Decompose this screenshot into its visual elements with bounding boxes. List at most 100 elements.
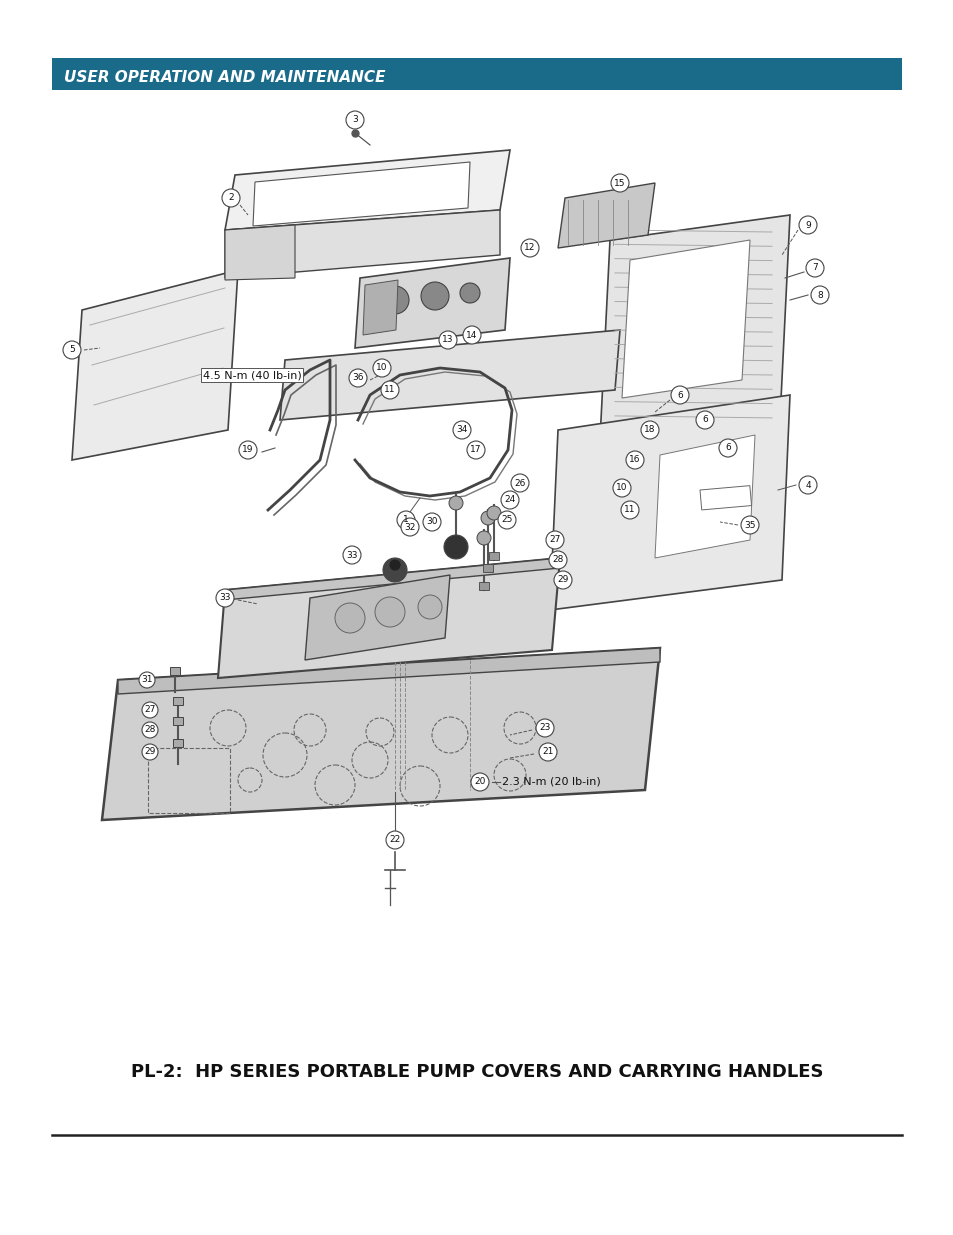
Polygon shape bbox=[305, 576, 450, 659]
Text: 34: 34 bbox=[456, 426, 467, 435]
Circle shape bbox=[462, 326, 480, 345]
Text: USER OPERATION AND MAINTENANCE: USER OPERATION AND MAINTENANCE bbox=[64, 70, 385, 85]
Circle shape bbox=[222, 189, 240, 207]
Text: 21: 21 bbox=[541, 747, 553, 757]
Circle shape bbox=[511, 474, 529, 492]
Circle shape bbox=[453, 421, 471, 438]
Text: 36: 36 bbox=[352, 373, 363, 383]
Text: 13: 13 bbox=[442, 336, 454, 345]
Circle shape bbox=[422, 513, 440, 531]
Polygon shape bbox=[102, 648, 659, 820]
Text: PL-2:  HP SERIES PORTABLE PUMP COVERS AND CARRYING HANDLES: PL-2: HP SERIES PORTABLE PUMP COVERS AND… bbox=[131, 1063, 822, 1081]
Polygon shape bbox=[225, 210, 499, 278]
Polygon shape bbox=[655, 435, 754, 558]
Text: 6: 6 bbox=[724, 443, 730, 452]
Circle shape bbox=[613, 479, 630, 496]
Text: 15: 15 bbox=[614, 179, 625, 188]
Text: 28: 28 bbox=[144, 725, 155, 735]
Circle shape bbox=[400, 517, 418, 536]
Polygon shape bbox=[218, 558, 559, 678]
Circle shape bbox=[443, 535, 468, 559]
Bar bbox=[172, 697, 183, 705]
Text: 30: 30 bbox=[426, 517, 437, 526]
Text: 24: 24 bbox=[504, 495, 515, 505]
Text: 18: 18 bbox=[643, 426, 655, 435]
Circle shape bbox=[520, 240, 538, 257]
Text: 29: 29 bbox=[557, 576, 568, 584]
Circle shape bbox=[349, 369, 367, 387]
Text: 17: 17 bbox=[470, 446, 481, 454]
Circle shape bbox=[480, 511, 495, 525]
Circle shape bbox=[417, 595, 441, 619]
Circle shape bbox=[471, 773, 489, 790]
Polygon shape bbox=[363, 280, 397, 335]
Text: 14: 14 bbox=[466, 331, 477, 340]
Text: 12: 12 bbox=[524, 243, 536, 252]
Circle shape bbox=[476, 531, 491, 545]
Circle shape bbox=[554, 571, 572, 589]
Circle shape bbox=[142, 722, 158, 739]
Circle shape bbox=[625, 451, 643, 469]
Bar bbox=[170, 667, 180, 676]
Text: 31: 31 bbox=[141, 676, 152, 684]
Text: 22: 22 bbox=[389, 836, 400, 845]
Text: 10: 10 bbox=[616, 483, 627, 493]
Circle shape bbox=[380, 287, 409, 314]
Circle shape bbox=[620, 501, 639, 519]
Polygon shape bbox=[225, 149, 510, 230]
Polygon shape bbox=[71, 270, 237, 459]
Circle shape bbox=[215, 589, 233, 606]
Circle shape bbox=[449, 496, 462, 510]
Circle shape bbox=[670, 387, 688, 404]
Circle shape bbox=[497, 511, 516, 529]
Text: 4.5 N-m (40 lb-in): 4.5 N-m (40 lb-in) bbox=[203, 370, 301, 380]
Circle shape bbox=[346, 111, 364, 128]
Bar bbox=[148, 748, 230, 813]
Text: 19: 19 bbox=[242, 446, 253, 454]
Text: 1: 1 bbox=[403, 515, 409, 525]
Bar bbox=[451, 543, 460, 552]
Polygon shape bbox=[225, 558, 559, 600]
Circle shape bbox=[142, 701, 158, 718]
Text: 23: 23 bbox=[538, 724, 550, 732]
Bar bbox=[489, 552, 498, 559]
Bar bbox=[478, 582, 489, 590]
Text: 3: 3 bbox=[352, 116, 357, 125]
Circle shape bbox=[239, 441, 256, 459]
Text: 27: 27 bbox=[144, 705, 155, 715]
Text: 26: 26 bbox=[514, 478, 525, 488]
Circle shape bbox=[545, 531, 563, 550]
Polygon shape bbox=[558, 183, 655, 248]
Circle shape bbox=[799, 475, 816, 494]
Circle shape bbox=[420, 282, 449, 310]
Text: 8: 8 bbox=[817, 290, 822, 300]
Text: 25: 25 bbox=[500, 515, 512, 525]
Bar bbox=[700, 485, 751, 510]
Text: 6: 6 bbox=[701, 415, 707, 425]
Bar bbox=[172, 718, 183, 725]
Text: 9: 9 bbox=[804, 221, 810, 230]
Circle shape bbox=[139, 672, 154, 688]
Circle shape bbox=[373, 359, 391, 377]
Text: 35: 35 bbox=[743, 520, 755, 530]
Polygon shape bbox=[225, 225, 294, 280]
Circle shape bbox=[389, 559, 400, 571]
Text: 27: 27 bbox=[549, 536, 560, 545]
Circle shape bbox=[805, 259, 823, 277]
Circle shape bbox=[740, 516, 759, 534]
Circle shape bbox=[719, 438, 737, 457]
Circle shape bbox=[142, 743, 158, 760]
Circle shape bbox=[500, 492, 518, 509]
Circle shape bbox=[610, 174, 628, 191]
Polygon shape bbox=[118, 648, 659, 694]
Bar bbox=[52, 58, 901, 90]
Circle shape bbox=[343, 546, 360, 564]
Text: 10: 10 bbox=[375, 363, 387, 373]
Polygon shape bbox=[280, 330, 619, 420]
Circle shape bbox=[696, 411, 713, 429]
Text: 5: 5 bbox=[69, 346, 74, 354]
Text: 6: 6 bbox=[677, 390, 682, 399]
Circle shape bbox=[380, 382, 398, 399]
Polygon shape bbox=[550, 395, 789, 610]
Text: 4: 4 bbox=[804, 480, 810, 489]
